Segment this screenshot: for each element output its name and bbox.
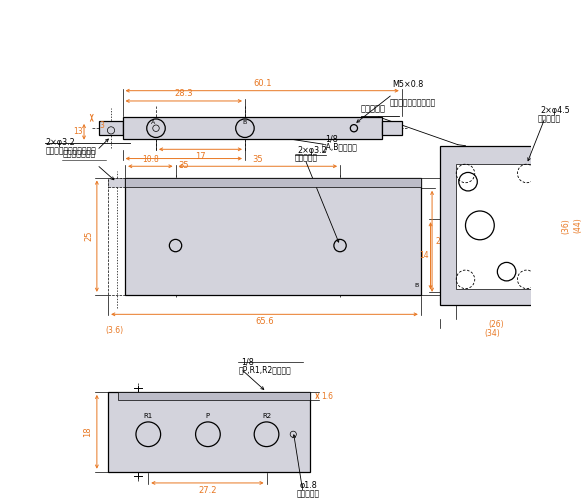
Bar xyxy=(382,121,402,136)
Text: （P,R1,R2ポート）: （P,R1,R2ポート） xyxy=(238,366,291,374)
Text: 1/8: 1/8 xyxy=(326,134,338,143)
Text: 60.1: 60.1 xyxy=(253,79,272,88)
Text: (34): (34) xyxy=(484,329,500,338)
Text: 35: 35 xyxy=(252,154,263,164)
Text: 21: 21 xyxy=(435,237,445,246)
Text: 35: 35 xyxy=(178,161,189,170)
Text: （呇吸穴）: （呇吸穴） xyxy=(296,490,319,498)
Text: 65.6: 65.6 xyxy=(255,317,274,326)
Text: 25: 25 xyxy=(84,231,93,241)
Text: 1.6: 1.6 xyxy=(321,392,333,400)
Text: R1: R1 xyxy=(143,413,153,419)
Text: 27.2: 27.2 xyxy=(198,486,217,494)
Text: A: A xyxy=(152,120,156,125)
Text: 2×φ4.5: 2×φ4.5 xyxy=(540,106,570,115)
Bar xyxy=(456,164,536,288)
Bar xyxy=(108,178,125,187)
Text: B: B xyxy=(243,120,247,125)
Text: （取付用）: （取付用） xyxy=(538,114,561,123)
Bar xyxy=(118,392,310,400)
Text: P: P xyxy=(206,413,210,419)
Text: (44): (44) xyxy=(574,218,582,234)
Text: （マニホールド取付用）: （マニホールド取付用） xyxy=(45,146,96,156)
Text: (3.6): (3.6) xyxy=(105,326,123,334)
Text: R2: R2 xyxy=(262,413,271,419)
Text: 1/8: 1/8 xyxy=(241,357,254,366)
Text: （A,Bポート）: （A,Bポート） xyxy=(322,142,357,152)
Text: 10.8: 10.8 xyxy=(142,154,159,164)
Bar xyxy=(100,121,122,136)
Bar xyxy=(125,178,421,295)
Text: 18: 18 xyxy=(83,426,92,437)
Text: M5×0.8: M5×0.8 xyxy=(392,80,424,89)
Bar xyxy=(122,118,382,139)
Bar xyxy=(108,178,125,295)
Text: （ブラケット）: （ブラケット） xyxy=(62,149,96,158)
Text: (36): (36) xyxy=(561,218,571,234)
Text: （パイロットポート）: （パイロットポート） xyxy=(390,98,436,107)
Text: φ1.8: φ1.8 xyxy=(300,481,317,490)
Text: （取付用）: （取付用） xyxy=(295,154,318,162)
Text: 28: 28 xyxy=(445,232,455,240)
Text: 2×φ3.2: 2×φ3.2 xyxy=(45,138,75,147)
Bar xyxy=(440,146,545,305)
Text: 28.3: 28.3 xyxy=(174,90,193,98)
Text: 2×φ3.2: 2×φ3.2 xyxy=(297,146,327,155)
Text: 14: 14 xyxy=(420,251,429,260)
Text: 13: 13 xyxy=(73,128,83,136)
Text: 17: 17 xyxy=(195,152,206,161)
Text: B: B xyxy=(415,283,419,288)
Bar xyxy=(125,178,421,187)
Text: マニュアル: マニュアル xyxy=(361,105,385,114)
Text: (26): (26) xyxy=(488,320,504,330)
Text: 3: 3 xyxy=(100,120,104,130)
Bar xyxy=(108,392,310,471)
